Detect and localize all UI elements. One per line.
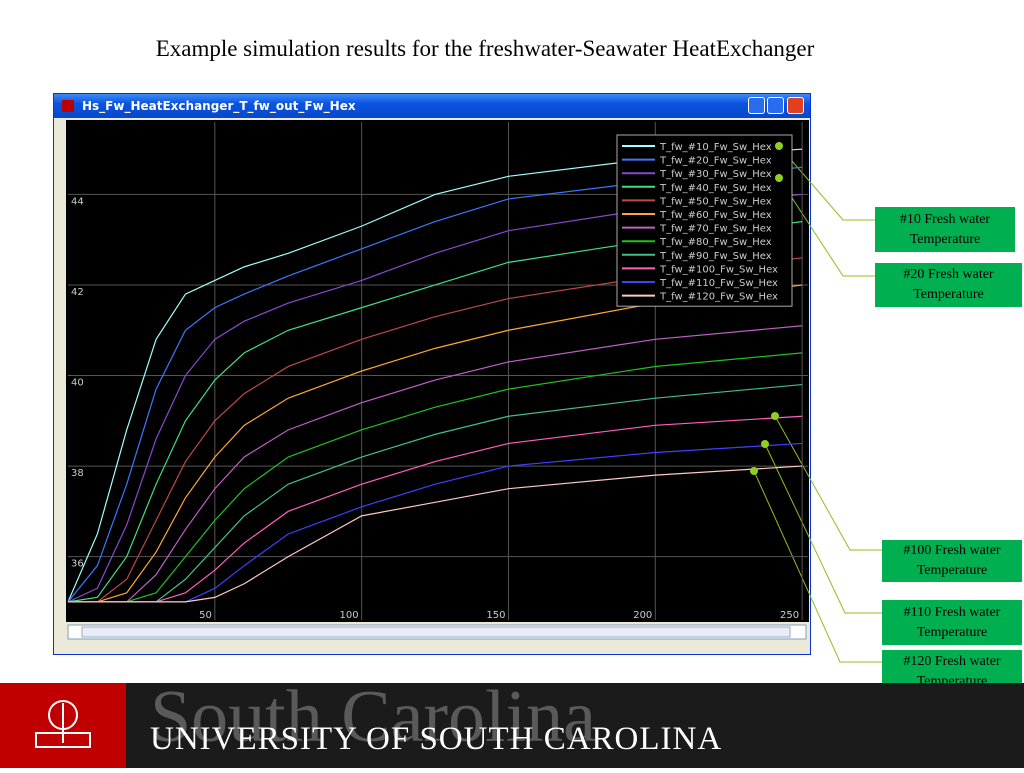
y-tick-label: 40 [71, 378, 84, 389]
leader-lines [753, 145, 882, 663]
overlay [750, 142, 783, 475]
legend-label: T_fw_#80_Fw_Sw_Hex [659, 237, 772, 248]
legend-label: T_fw_#40_Fw_Sw_Hex [659, 183, 772, 194]
legend-label: T_fw_#90_Fw_Sw_Hex [659, 251, 772, 262]
legend-label: T_fw_#60_Fw_Sw_Hex [659, 210, 772, 221]
slide-title: Example simulation results for the fresh… [155, 36, 815, 61]
scroll-thumb[interactable] [81, 626, 791, 638]
series-line [68, 257, 803, 603]
series-line [68, 284, 803, 603]
series-line [67, 193, 803, 603]
title-bar: Hs_Fw_HeatExchanger_T_fw_out_Fw_Hex [54, 94, 810, 118]
x-tick-label: 100 [340, 610, 359, 621]
legend-label: T_fw_#50_Fw_Sw_Hex [659, 196, 772, 207]
leader-line [774, 415, 882, 551]
legend-label: T_fw_#70_Fw_Sw_Hex [659, 224, 772, 235]
callout-dot [761, 440, 769, 448]
x-tick-label: 150 [486, 610, 505, 621]
annotation: #110 Fresh water Temperature [882, 600, 1022, 645]
series-line [67, 148, 803, 603]
logo-block [0, 683, 126, 768]
callout-dot [775, 174, 783, 182]
series-line [67, 221, 803, 603]
x-tick-label: 50 [199, 610, 212, 621]
annotation: #20 Fresh water Temperature [875, 263, 1022, 307]
legend-label: T_fw_#30_Fw_Sw_Hex [659, 169, 772, 180]
legend-label: T_fw_#10_Fw_Sw_Hex [659, 142, 772, 153]
legend-label: T_fw_#100_Fw_Sw_Hex [659, 264, 778, 275]
watermark: South Carolina [150, 676, 597, 758]
callout-dot [750, 467, 758, 475]
minimize-button[interactable] [748, 97, 765, 114]
y-tick-label: 42 [71, 287, 84, 298]
series-line [68, 465, 803, 603]
series-line [67, 166, 803, 603]
leader-line [753, 470, 882, 663]
legend-label: T_fw_#110_Fw_Sw_Hex [659, 278, 778, 289]
window-icon [62, 100, 74, 112]
callout-dot [775, 142, 783, 150]
maximize-button[interactable] [767, 97, 784, 114]
y-tick-label: 44 [71, 196, 84, 207]
leader-line [778, 177, 875, 277]
logo [35, 700, 91, 748]
legend-box [616, 134, 793, 307]
callout-dot [771, 412, 779, 420]
footer: South Carolina UNIVERSITY OF SOUTH CAROL… [0, 676, 1024, 768]
y-tick-label: 38 [71, 468, 84, 479]
y-tick-label: 36 [71, 559, 84, 570]
leader-line [778, 145, 875, 221]
window-title: Hs_Fw_HeatExchanger_T_fw_out_Fw_Hex [82, 99, 356, 113]
university-name: UNIVERSITY OF SOUTH CAROLINA [150, 721, 723, 757]
annotation: #10 Fresh water Temperature [875, 207, 1015, 252]
legend-label: T_fw_#120_Fw_Sw_Hex [659, 292, 778, 303]
x-tick-label: 200 [633, 610, 652, 621]
leader-line [764, 443, 882, 614]
legend-label: T_fw_#20_Fw_Sw_Hex [659, 156, 772, 167]
annotation: #100 Fresh water Temperature [882, 540, 1022, 582]
x-tick-label: 250 [780, 610, 799, 621]
close-button[interactable] [787, 97, 804, 114]
